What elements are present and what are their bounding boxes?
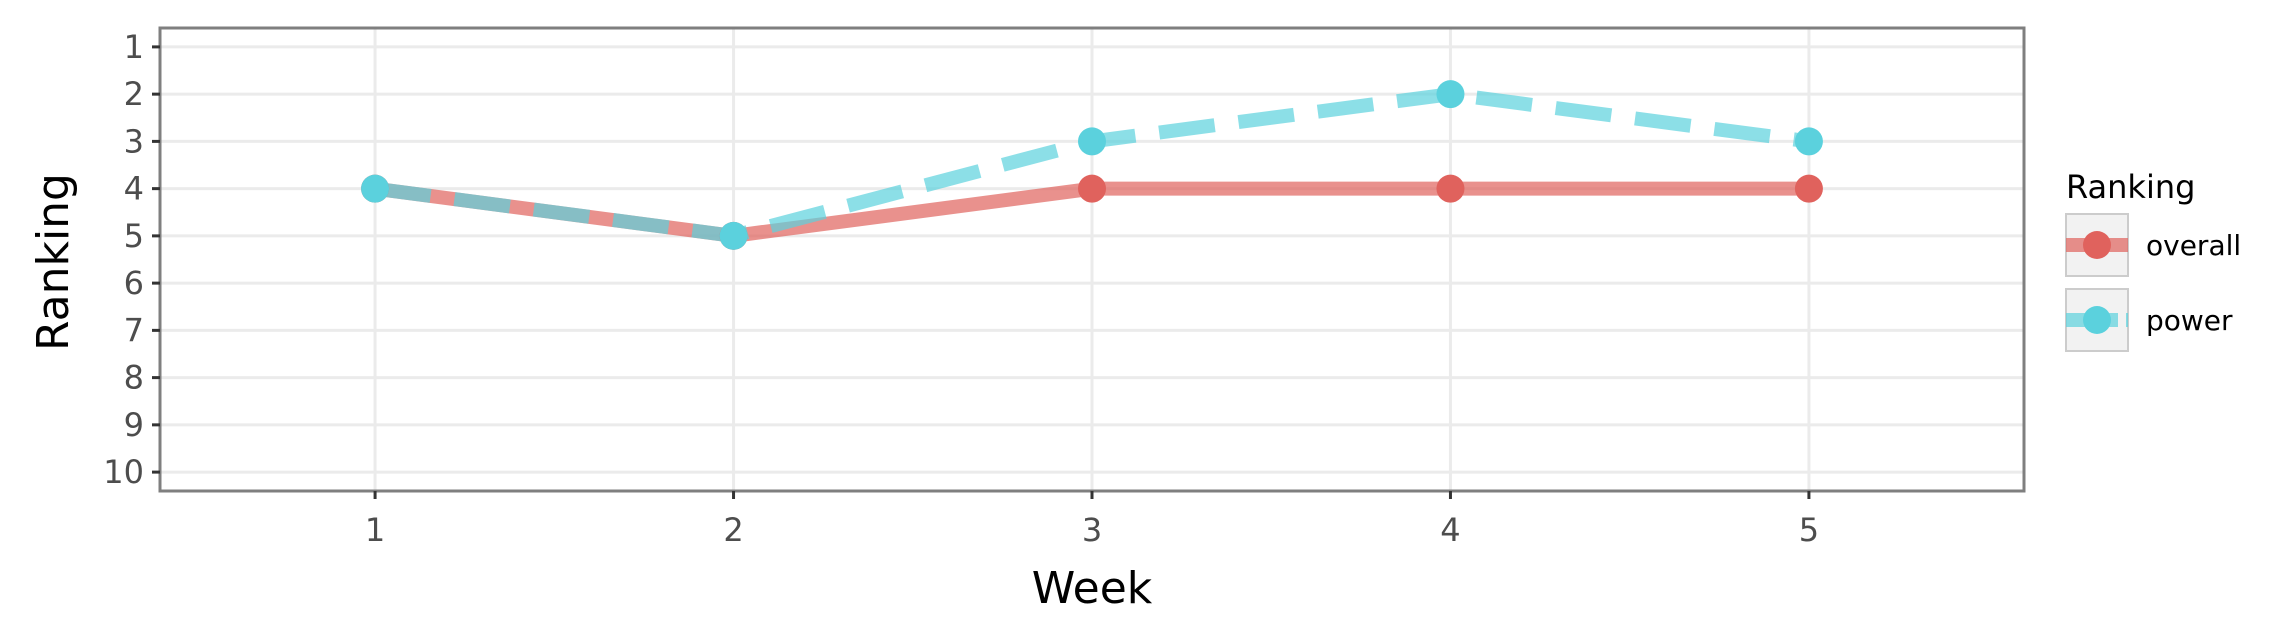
legend-label: overall xyxy=(2146,229,2241,262)
y-tick-label: 3 xyxy=(124,122,144,160)
y-tick-label: 6 xyxy=(124,264,144,302)
data-point-power xyxy=(1794,127,1823,156)
legend-key-point xyxy=(2083,231,2111,259)
x-axis-ticks: 1 2 3 4 5 xyxy=(365,491,1819,549)
legend-title: Ranking xyxy=(2066,168,2195,206)
y-tick-label: 8 xyxy=(124,359,144,397)
legend-item-power: power xyxy=(2065,288,2233,352)
legend-item-overall: overall xyxy=(2065,213,2241,277)
y-axis-title: Ranking xyxy=(28,173,79,351)
x-tick-label: 2 xyxy=(723,511,743,549)
y-tick-label: 7 xyxy=(124,311,144,349)
x-tick-label: 5 xyxy=(1799,511,1819,549)
legend-key-point xyxy=(2083,306,2111,334)
x-tick-label: 1 xyxy=(365,511,385,549)
legend: Ranking overall power xyxy=(2065,168,2241,352)
y-axis-ticks: 1 2 3 4 5 6 7 8 9 10 xyxy=(103,28,160,491)
legend-label: power xyxy=(2146,304,2233,337)
legend-items: overall power xyxy=(2065,213,2241,352)
data-point-power xyxy=(1436,80,1465,109)
y-tick-label: 1 xyxy=(124,28,144,66)
data-point-overall xyxy=(1794,174,1823,203)
data-point-power xyxy=(719,221,748,250)
x-axis-title: Week xyxy=(1032,563,1153,614)
y-tick-label: 9 xyxy=(124,406,144,444)
data-point-power xyxy=(361,174,390,203)
x-tick-label: 3 xyxy=(1082,511,1102,549)
y-tick-label: 10 xyxy=(103,453,144,491)
data-point-power xyxy=(1078,127,1106,156)
x-tick-label: 4 xyxy=(1440,511,1460,549)
y-tick-label: 4 xyxy=(124,170,144,208)
y-tick-label: 2 xyxy=(124,75,144,113)
y-tick-label: 5 xyxy=(124,217,144,255)
data-point-overall xyxy=(1436,174,1465,203)
series-points xyxy=(361,80,1823,250)
data-point-overall xyxy=(1078,174,1106,203)
